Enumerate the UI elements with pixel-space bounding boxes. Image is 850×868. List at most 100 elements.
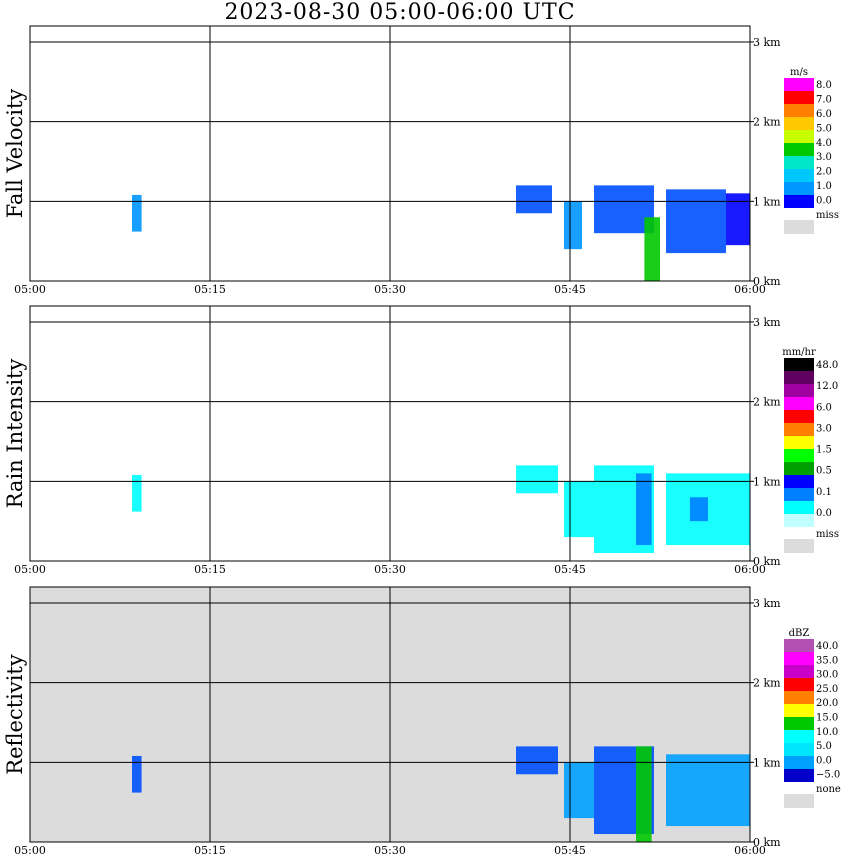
colorbar-missing-label: none [816, 784, 841, 795]
y-tick-label: 2 km [753, 677, 781, 690]
y-tick-label: 0 km [753, 555, 781, 568]
echo-region [516, 185, 552, 214]
x-tick-label: 05:30 [374, 844, 406, 857]
x-tick-label: 05:15 [194, 844, 226, 857]
colorbar-swatch [784, 488, 814, 501]
colorbar-missing-label: miss [816, 529, 839, 540]
colorbar-label: 15.0 [816, 713, 838, 724]
y-tick-label: 0 km [753, 836, 781, 849]
echo-region [636, 746, 652, 842]
colorbar-swatch [784, 130, 814, 143]
colorbar-swatch [784, 514, 814, 527]
colorbar-label: 6.0 [816, 109, 832, 120]
colorbar-swatch [784, 691, 814, 704]
echo-region [666, 754, 750, 827]
echo-region [666, 189, 726, 254]
colorbar-swatch [784, 436, 814, 449]
colorbar-label: 3.0 [816, 423, 832, 434]
colorbar-swatch [784, 195, 814, 208]
plot-frame [29, 586, 751, 843]
colorbar-label: 8.0 [816, 80, 832, 91]
echo-region [726, 193, 750, 246]
echo-region [594, 185, 654, 234]
colorbar-swatch [784, 143, 814, 156]
colorbar-swatch [784, 501, 814, 514]
panel-reflectivity: Reflectivity 0 km 1 km 2 km 3 km 05:00 05:15 05… [3, 586, 841, 857]
echo-region [132, 194, 142, 232]
colorbar-swatch [784, 717, 814, 730]
echo-region [132, 474, 142, 512]
x-tick-label: 05:15 [194, 283, 226, 296]
colorbar-unit: mm/hr [782, 347, 816, 358]
x-tick-label: 05:30 [374, 283, 406, 296]
colorbar-label: −5.0 [816, 770, 840, 781]
colorbar-label: 20.0 [816, 698, 838, 709]
x-tick-label: 05:45 [554, 563, 586, 576]
colorbar-swatch [784, 639, 814, 652]
x-tick-label: 05:00 [14, 844, 46, 857]
colorbar-label: 30.0 [816, 670, 838, 681]
colorbar-unit: dBZ [789, 628, 810, 639]
colorbar-label: 40.0 [816, 641, 838, 652]
colorbar-unit: m/s [790, 67, 808, 78]
colorbar-swatch [784, 169, 814, 182]
colorbar-label: 0.1 [816, 487, 832, 498]
page-title: 2023-08-30 05:00-06:00 UTC [224, 0, 576, 25]
colorbar-swatch [784, 475, 814, 488]
x-tick-label: 05:15 [194, 563, 226, 576]
colorbar-swatch [784, 384, 814, 397]
echo-region [690, 497, 708, 522]
colorbar-missing-label: miss [816, 210, 839, 221]
echo-region [564, 201, 582, 250]
colorbar-label: 35.0 [816, 655, 838, 666]
x-tick-label: 06:00 [734, 563, 766, 576]
colorbar-swatch [784, 462, 814, 475]
colorbar-swatch [784, 756, 814, 769]
panel-rain-intensity: Rain Intensity 0 km 1 km 2 km 3 km 05:00 05:15… [3, 305, 839, 576]
colorbar-swatch [784, 665, 814, 678]
y-tick-label: 2 km [753, 396, 781, 409]
colorbar-swatch [784, 743, 814, 756]
echo-region [636, 473, 652, 546]
colorbar-label: 2.0 [816, 167, 832, 178]
x-tick-label: 05:00 [14, 563, 46, 576]
colorbar-label: 1.5 [816, 445, 832, 456]
colorbar-label: 0.5 [816, 466, 832, 477]
colorbar-swatch [784, 410, 814, 423]
echo-region [564, 762, 594, 819]
colorbar-label: 0.0 [816, 755, 832, 766]
colorbar-swatch [784, 423, 814, 436]
colorbar-swatch [784, 397, 814, 410]
colorbar-missing-swatch [784, 794, 814, 808]
x-tick-label: 06:00 [734, 283, 766, 296]
y-tick-label: 1 km [753, 475, 781, 488]
y-tick-label: 1 km [753, 195, 781, 208]
y-axis-title: Fall Velocity [3, 89, 27, 219]
y-axis-title: Reflectivity [3, 654, 27, 775]
y-axis-title: Rain Intensity [3, 359, 27, 509]
colorbar-label: 10.0 [816, 727, 838, 738]
colorbar-swatch [784, 449, 814, 462]
colorbar-swatch [784, 156, 814, 169]
colorbar-label: 12.0 [816, 381, 838, 392]
plot-frame [29, 25, 751, 282]
colorbar-swatch [784, 91, 814, 104]
echo-region [516, 465, 558, 494]
colorbar-swatch [784, 652, 814, 665]
colorbar-label: 4.0 [816, 138, 832, 149]
x-tick-label: 05:45 [554, 283, 586, 296]
colorbar-label: 5.0 [816, 741, 832, 752]
echo-region [132, 755, 142, 793]
colorbar-label: 25.0 [816, 684, 838, 695]
colorbar-swatch [784, 182, 814, 195]
colorbar-label: 6.0 [816, 402, 832, 413]
x-tick-label: 05:00 [14, 283, 46, 296]
colorbar-swatch [784, 371, 814, 384]
echo-region [564, 481, 594, 538]
colorbar-label: 3.0 [816, 152, 832, 163]
colorbar-swatch [784, 769, 814, 782]
y-tick-label: 3 km [753, 316, 781, 329]
y-tick-label: 2 km [753, 116, 781, 129]
colorbar-swatch [784, 78, 814, 91]
